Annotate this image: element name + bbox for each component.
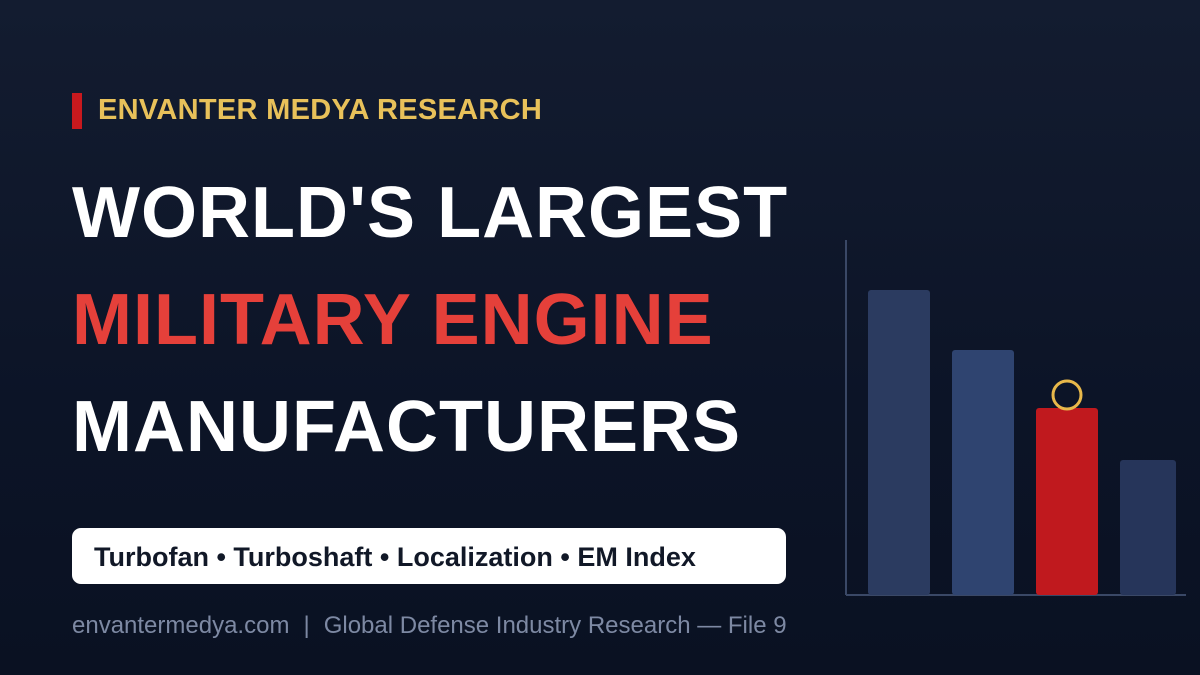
title-line: WORLD'S LARGEST [72,173,789,253]
eyebrow-marker [72,93,82,129]
bar-highlight [1036,408,1098,595]
highlight-ring [1051,379,1083,411]
bar [952,350,1014,595]
tags: Turbofan • Turboshaft • Localization • E… [72,528,786,584]
site: envantermedya.com [72,612,290,639]
footer: envantermedya.com | Global Defense Industr… [72,612,787,640]
bar [1120,460,1176,595]
title-line: MILITARY ENGINE [72,280,714,360]
bar [868,290,930,595]
eyebrow: ENVANTER MEDYA RESEARCH [98,94,543,126]
title-line: MANUFACTURERS [72,387,741,467]
source: Global Defense Industry Research — File … [323,612,787,639]
separator: | [303,612,310,639]
